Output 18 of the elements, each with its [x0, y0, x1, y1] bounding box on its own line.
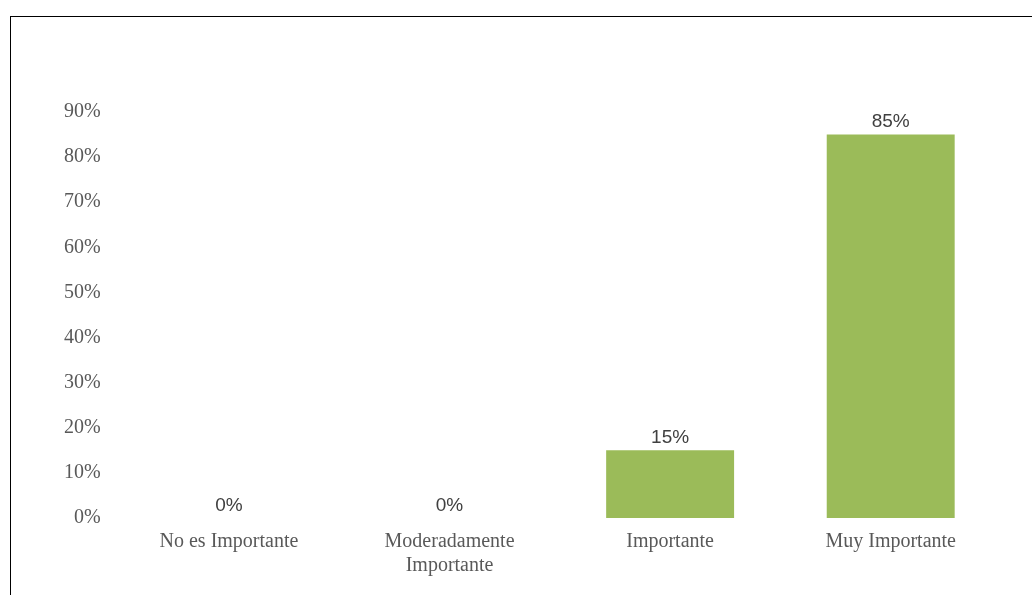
x-tick-label: No es Importante [159, 529, 299, 553]
data-label: 0% [435, 493, 464, 515]
y-tick-label: 30% [63, 369, 101, 392]
y-tick-label: 10% [63, 460, 101, 483]
data-label: 85% [871, 110, 910, 132]
y-tick-label: 0% [73, 505, 101, 528]
x-tick-label: Muy Importante [825, 529, 957, 553]
y-tick-label: 70% [63, 189, 101, 212]
data-label: 15% [651, 426, 690, 448]
x-tick-label: Importante [626, 529, 715, 553]
x-tick-label: Moderadamente Importante [384, 529, 515, 577]
y-tick-label: 40% [63, 324, 101, 347]
y-tick-label: 90% [63, 99, 101, 122]
y-tick-label: 20% [63, 415, 101, 438]
y-tick-label: 50% [63, 279, 101, 302]
y-tick-label: 60% [63, 234, 101, 257]
y-tick-label: 80% [63, 144, 101, 167]
data-label: 0% [215, 493, 243, 515]
